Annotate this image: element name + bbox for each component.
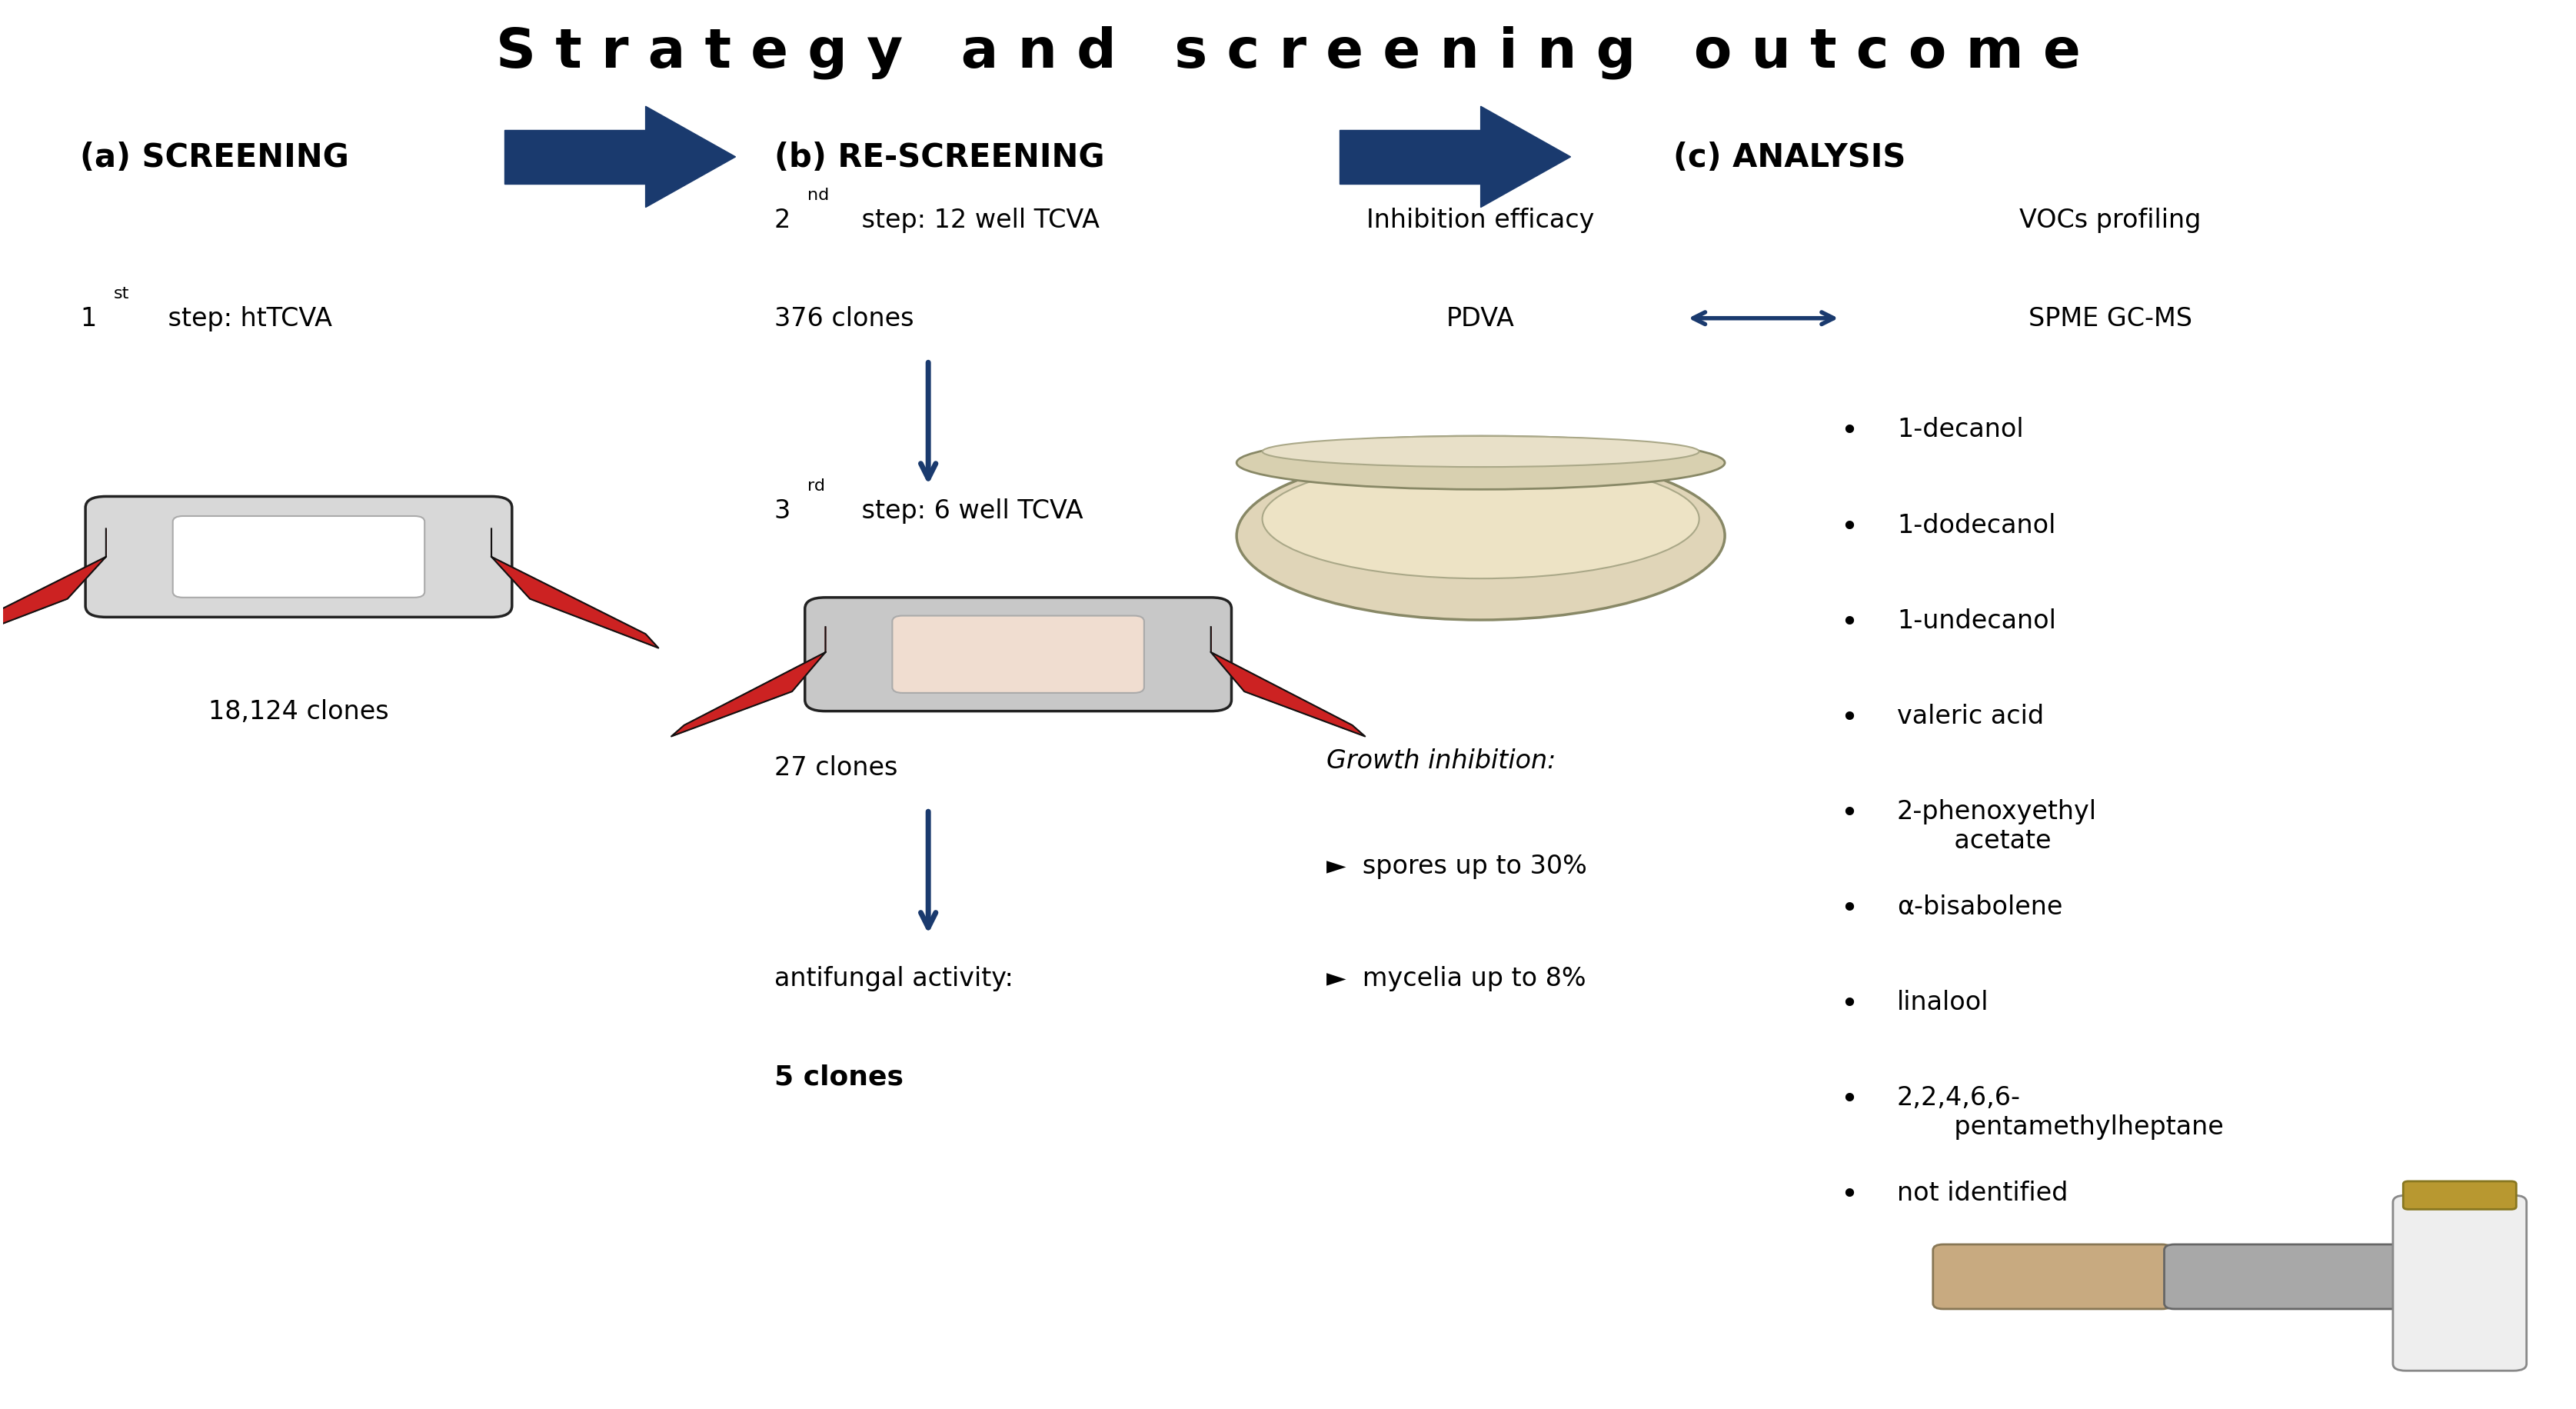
FancyBboxPatch shape <box>2164 1244 2403 1309</box>
Text: Inhibition efficacy: Inhibition efficacy <box>1368 209 1595 234</box>
Text: (c) ANALYSIS: (c) ANALYSIS <box>1674 141 1906 173</box>
Text: VOCs profiling: VOCs profiling <box>2020 209 2200 234</box>
Text: 1-decanol: 1-decanol <box>1896 417 2025 442</box>
Text: step: 12 well TCVA: step: 12 well TCVA <box>853 209 1100 234</box>
Text: (b) RE-SCREENING: (b) RE-SCREENING <box>773 141 1105 173</box>
Text: step: htTCVA: step: htTCVA <box>160 306 332 331</box>
Polygon shape <box>672 627 824 737</box>
Ellipse shape <box>1262 459 1700 579</box>
Text: Growth inhibition:: Growth inhibition: <box>1327 748 1556 774</box>
Text: 1-undecanol: 1-undecanol <box>1896 607 2056 633</box>
Text: 2-phenoxyethyl
       acetate: 2-phenoxyethyl acetate <box>1896 799 2097 854</box>
Polygon shape <box>647 107 737 209</box>
Polygon shape <box>1481 107 1571 209</box>
Text: •: • <box>1839 417 1857 447</box>
Text: ►  mycelia up to 8%: ► mycelia up to 8% <box>1327 965 1587 991</box>
Text: valeric acid: valeric acid <box>1896 703 2043 728</box>
Text: •: • <box>1839 1085 1857 1113</box>
Text: nd: nd <box>806 187 829 203</box>
Text: 2: 2 <box>773 209 791 234</box>
Text: S
p
m
e: S p m e <box>2455 1270 2463 1303</box>
Text: •: • <box>1839 799 1857 827</box>
Text: PDVA: PDVA <box>1448 306 1515 331</box>
Text: 1-dodecanol: 1-dodecanol <box>1896 513 2056 538</box>
Ellipse shape <box>1236 452 1726 620</box>
Text: •: • <box>1839 513 1857 541</box>
Text: •: • <box>1839 607 1857 637</box>
Text: 376 clones: 376 clones <box>773 306 914 331</box>
FancyBboxPatch shape <box>505 131 647 185</box>
Polygon shape <box>492 530 659 648</box>
Text: •: • <box>1839 989 1857 1019</box>
Ellipse shape <box>1262 437 1700 468</box>
FancyBboxPatch shape <box>85 497 513 617</box>
Text: 1: 1 <box>80 306 98 331</box>
Text: linalool: linalool <box>1896 989 1989 1014</box>
Text: •: • <box>1839 1179 1857 1209</box>
Text: step: 6 well TCVA: step: 6 well TCVA <box>853 499 1084 524</box>
Polygon shape <box>1211 627 1365 737</box>
Text: •: • <box>1839 893 1857 923</box>
FancyBboxPatch shape <box>2403 1181 2517 1209</box>
Text: 18,124 clones: 18,124 clones <box>209 699 389 724</box>
FancyBboxPatch shape <box>1932 1244 2172 1309</box>
Text: (a) SCREENING: (a) SCREENING <box>80 141 350 173</box>
Text: 27 clones: 27 clones <box>773 755 896 781</box>
FancyBboxPatch shape <box>891 616 1144 693</box>
Text: 3: 3 <box>773 499 791 524</box>
Text: st: st <box>113 286 129 302</box>
Text: not identified: not identified <box>1896 1179 2069 1205</box>
Ellipse shape <box>1236 437 1726 490</box>
FancyBboxPatch shape <box>1340 131 1481 185</box>
Text: 2,2,4,6,6-
       pentamethylheptane: 2,2,4,6,6- pentamethylheptane <box>1896 1085 2223 1140</box>
Text: •: • <box>1839 703 1857 733</box>
Text: rd: rd <box>806 478 824 493</box>
Text: antifungal activity:: antifungal activity: <box>773 965 1012 991</box>
FancyBboxPatch shape <box>2393 1195 2527 1371</box>
Text: ►  spores up to 30%: ► spores up to 30% <box>1327 852 1587 878</box>
Text: S t r a t e g y   a n d   s c r e e n i n g   o u t c o m e: S t r a t e g y a n d s c r e e n i n g … <box>495 25 2081 79</box>
Polygon shape <box>0 530 106 648</box>
FancyBboxPatch shape <box>804 597 1231 712</box>
FancyBboxPatch shape <box>173 517 425 597</box>
Text: α-bisabolene: α-bisabolene <box>1896 893 2063 919</box>
Text: 5 clones: 5 clones <box>773 1064 904 1089</box>
Text: SPME GC-MS: SPME GC-MS <box>2027 306 2192 331</box>
